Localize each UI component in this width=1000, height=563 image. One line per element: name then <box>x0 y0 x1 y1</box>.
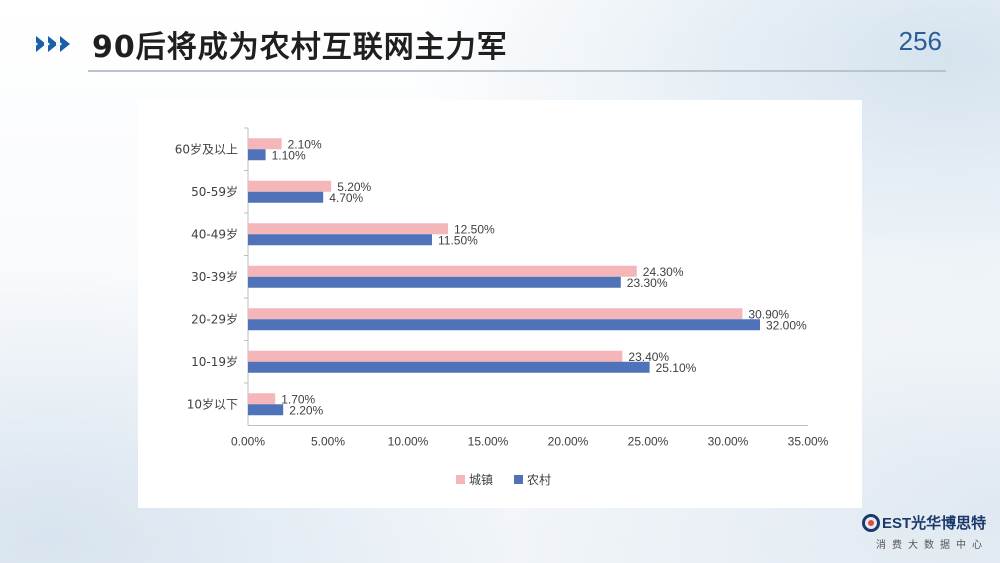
page-title: 90后将成为农村互联网主力军 <box>92 30 508 65</box>
bar-urban <box>248 350 623 362</box>
x-tick-label: 5.00% <box>311 435 345 449</box>
data-label: 25.10% <box>656 361 697 375</box>
legend-entry: 城镇 <box>469 473 493 487</box>
brand-logo: EST光华博思特 消费大数据中心 <box>862 512 992 556</box>
data-label: 1.70% <box>281 392 315 406</box>
category-label: 20-29岁 <box>191 311 238 326</box>
x-tick-label: 0.00% <box>231 435 265 449</box>
bar-rural <box>248 149 266 161</box>
x-tick-label: 30.00% <box>708 435 749 449</box>
bar-rural <box>248 404 284 416</box>
legend-swatch <box>514 475 523 484</box>
x-tick-label: 10.00% <box>388 435 429 449</box>
logo-mark-icon <box>862 513 880 532</box>
slide-header: 90后将成为农村互联网主力军 256 <box>0 0 1000 72</box>
x-tick-label: 20.00% <box>548 435 589 449</box>
x-tick-label: 25.00% <box>628 435 669 449</box>
bar-urban <box>248 180 332 192</box>
page-number: 256 <box>898 26 942 56</box>
data-label: 23.40% <box>628 350 669 364</box>
logo-subtitle: 消费大数据中心 <box>876 540 988 551</box>
data-label: 2.10% <box>288 137 322 151</box>
data-label: 5.20% <box>337 180 371 194</box>
data-label: 4.70% <box>329 191 363 205</box>
bar-urban <box>248 223 448 235</box>
x-tick-label: 15.00% <box>468 435 509 449</box>
x-tick-label: 35.00% <box>788 435 829 449</box>
data-label: 2.20% <box>289 403 323 417</box>
header-divider <box>88 70 946 72</box>
data-label: 23.30% <box>627 276 668 290</box>
bar-rural <box>248 361 650 373</box>
data-label: 12.50% <box>454 222 495 236</box>
bar-rural <box>248 191 324 203</box>
bar-chart: 60岁及以上 2.10%1.10% 50-59岁 5.20%4.70% 40-49岁 12… <box>175 127 829 487</box>
bar-rural <box>248 319 760 331</box>
data-label: 32.00% <box>766 318 807 332</box>
legend-swatch <box>456 475 465 484</box>
category-label: 50-59岁 <box>191 184 238 199</box>
bar-rural <box>248 276 621 288</box>
data-label: 24.30% <box>643 265 684 279</box>
category-label: 60岁及以上 <box>175 141 238 156</box>
bar-urban <box>248 138 282 150</box>
data-label: 30.90% <box>748 307 789 321</box>
logo-brand-text: EST光华博思特 <box>882 515 987 532</box>
category-label: 10-19岁 <box>191 354 238 369</box>
bar-rural <box>248 234 432 246</box>
chart-panel: 60岁及以上 2.10% 1.10% 50-59岁 5.20% 4.70% 40-49岁 12… <box>138 100 862 508</box>
bar-urban <box>248 265 637 277</box>
category-label: 30-39岁 <box>191 269 238 284</box>
bar-urban <box>248 393 276 405</box>
chevron-right-icon <box>32 36 72 52</box>
legend-entry: 农村 <box>527 473 551 487</box>
data-label: 11.50% <box>438 233 478 247</box>
category-label: 10岁以下 <box>187 396 238 411</box>
category-label: 40-49岁 <box>191 226 238 241</box>
bar-urban <box>248 308 743 320</box>
data-label: 1.10% <box>272 148 306 162</box>
